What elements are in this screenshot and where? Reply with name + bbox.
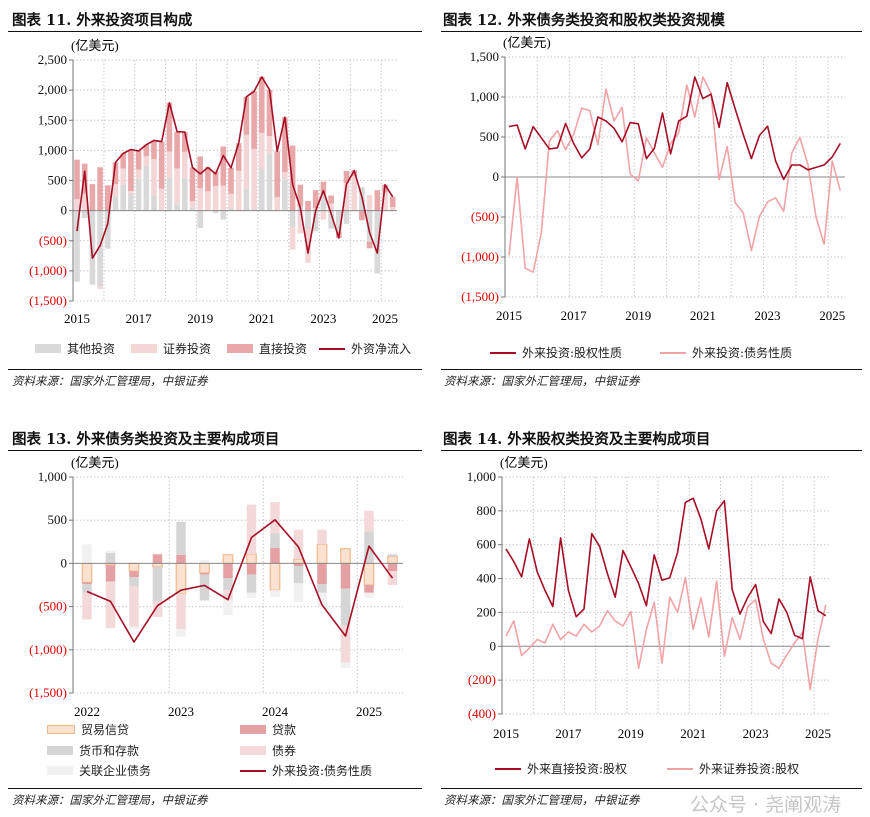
x-tick-label: 2021 [680,726,706,741]
x-tick-label: 2019 [618,726,644,741]
chart14-legend: 外来直接投资:股权 外来证券投资:股权 [495,760,799,777]
chart14-source-rule [441,788,862,789]
unit-label: (亿美元) [500,455,548,470]
y-tick-label: 400 [477,571,497,586]
y-tick-label: (200) [468,672,496,687]
x-tick-label: 2015 [493,726,519,741]
x-tick-label: 2025 [805,726,831,741]
y-tick-label: 200 [477,604,497,619]
chart14-source: 资料来源：国家外汇管理局，中银证券 [444,792,640,808]
watermark: 公众号 · 尧阐观涛 [690,790,841,817]
x-tick-label: 2017 [555,726,582,741]
y-tick-label: 1,000 [467,469,496,484]
y-tick-label: 0 [490,638,497,653]
legend-label: 外来直接投资:股权 [527,760,627,777]
y-tick-label: (400) [468,706,496,721]
legend-line-fdi [495,768,521,770]
line-外来直接投资:股权 [506,498,826,639]
x-tick-label: 2023 [743,726,769,741]
y-tick-label: 800 [477,503,497,518]
y-tick-label: 600 [477,537,497,552]
legend-line-portfolio [667,768,693,770]
legend-label: 外来证券投资:股权 [699,760,799,777]
